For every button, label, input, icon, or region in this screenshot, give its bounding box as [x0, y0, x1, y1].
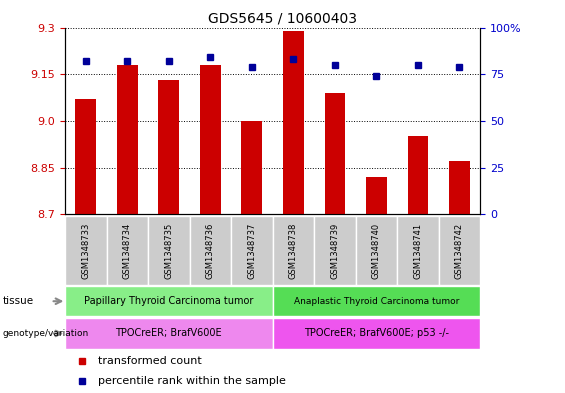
Text: transformed count: transformed count: [98, 356, 202, 366]
Text: GDS5645 / 10600403: GDS5645 / 10600403: [208, 12, 357, 26]
Text: GSM1348737: GSM1348737: [247, 222, 257, 279]
Bar: [407, 136, 428, 214]
Text: GSM1348738: GSM1348738: [289, 222, 298, 279]
Bar: [439, 216, 480, 285]
Text: Anaplastic Thyroid Carcinoma tumor: Anaplastic Thyroid Carcinoma tumor: [294, 297, 459, 306]
Bar: [158, 81, 179, 214]
Bar: [107, 216, 148, 285]
Bar: [65, 216, 107, 285]
Bar: [397, 216, 439, 285]
Bar: [65, 286, 273, 316]
Text: GSM1348733: GSM1348733: [81, 222, 90, 279]
Text: TPOCreER; BrafV600E; p53 -/-: TPOCreER; BrafV600E; p53 -/-: [304, 329, 449, 338]
Text: Papillary Thyroid Carcinoma tumor: Papillary Thyroid Carcinoma tumor: [84, 296, 254, 306]
Bar: [117, 65, 138, 214]
Bar: [148, 216, 190, 285]
Bar: [231, 216, 273, 285]
Bar: [241, 121, 262, 214]
Text: GSM1348742: GSM1348742: [455, 222, 464, 279]
Text: TPOCreER; BrafV600E: TPOCreER; BrafV600E: [115, 329, 222, 338]
Bar: [356, 216, 397, 285]
Text: genotype/variation: genotype/variation: [3, 329, 89, 338]
Bar: [366, 177, 387, 214]
Text: GSM1348739: GSM1348739: [331, 222, 340, 279]
Bar: [190, 216, 231, 285]
Bar: [324, 93, 345, 214]
Bar: [314, 216, 356, 285]
Text: GSM1348735: GSM1348735: [164, 222, 173, 279]
Bar: [283, 31, 304, 214]
Bar: [200, 65, 221, 214]
Bar: [65, 318, 273, 349]
Text: percentile rank within the sample: percentile rank within the sample: [98, 376, 286, 386]
Text: GSM1348736: GSM1348736: [206, 222, 215, 279]
Text: GSM1348741: GSM1348741: [414, 222, 423, 279]
Text: GSM1348740: GSM1348740: [372, 222, 381, 279]
Bar: [273, 318, 480, 349]
Bar: [75, 99, 96, 214]
Bar: [273, 216, 314, 285]
Bar: [449, 161, 470, 214]
Text: GSM1348734: GSM1348734: [123, 222, 132, 279]
Bar: [273, 286, 480, 316]
Text: tissue: tissue: [3, 296, 34, 306]
